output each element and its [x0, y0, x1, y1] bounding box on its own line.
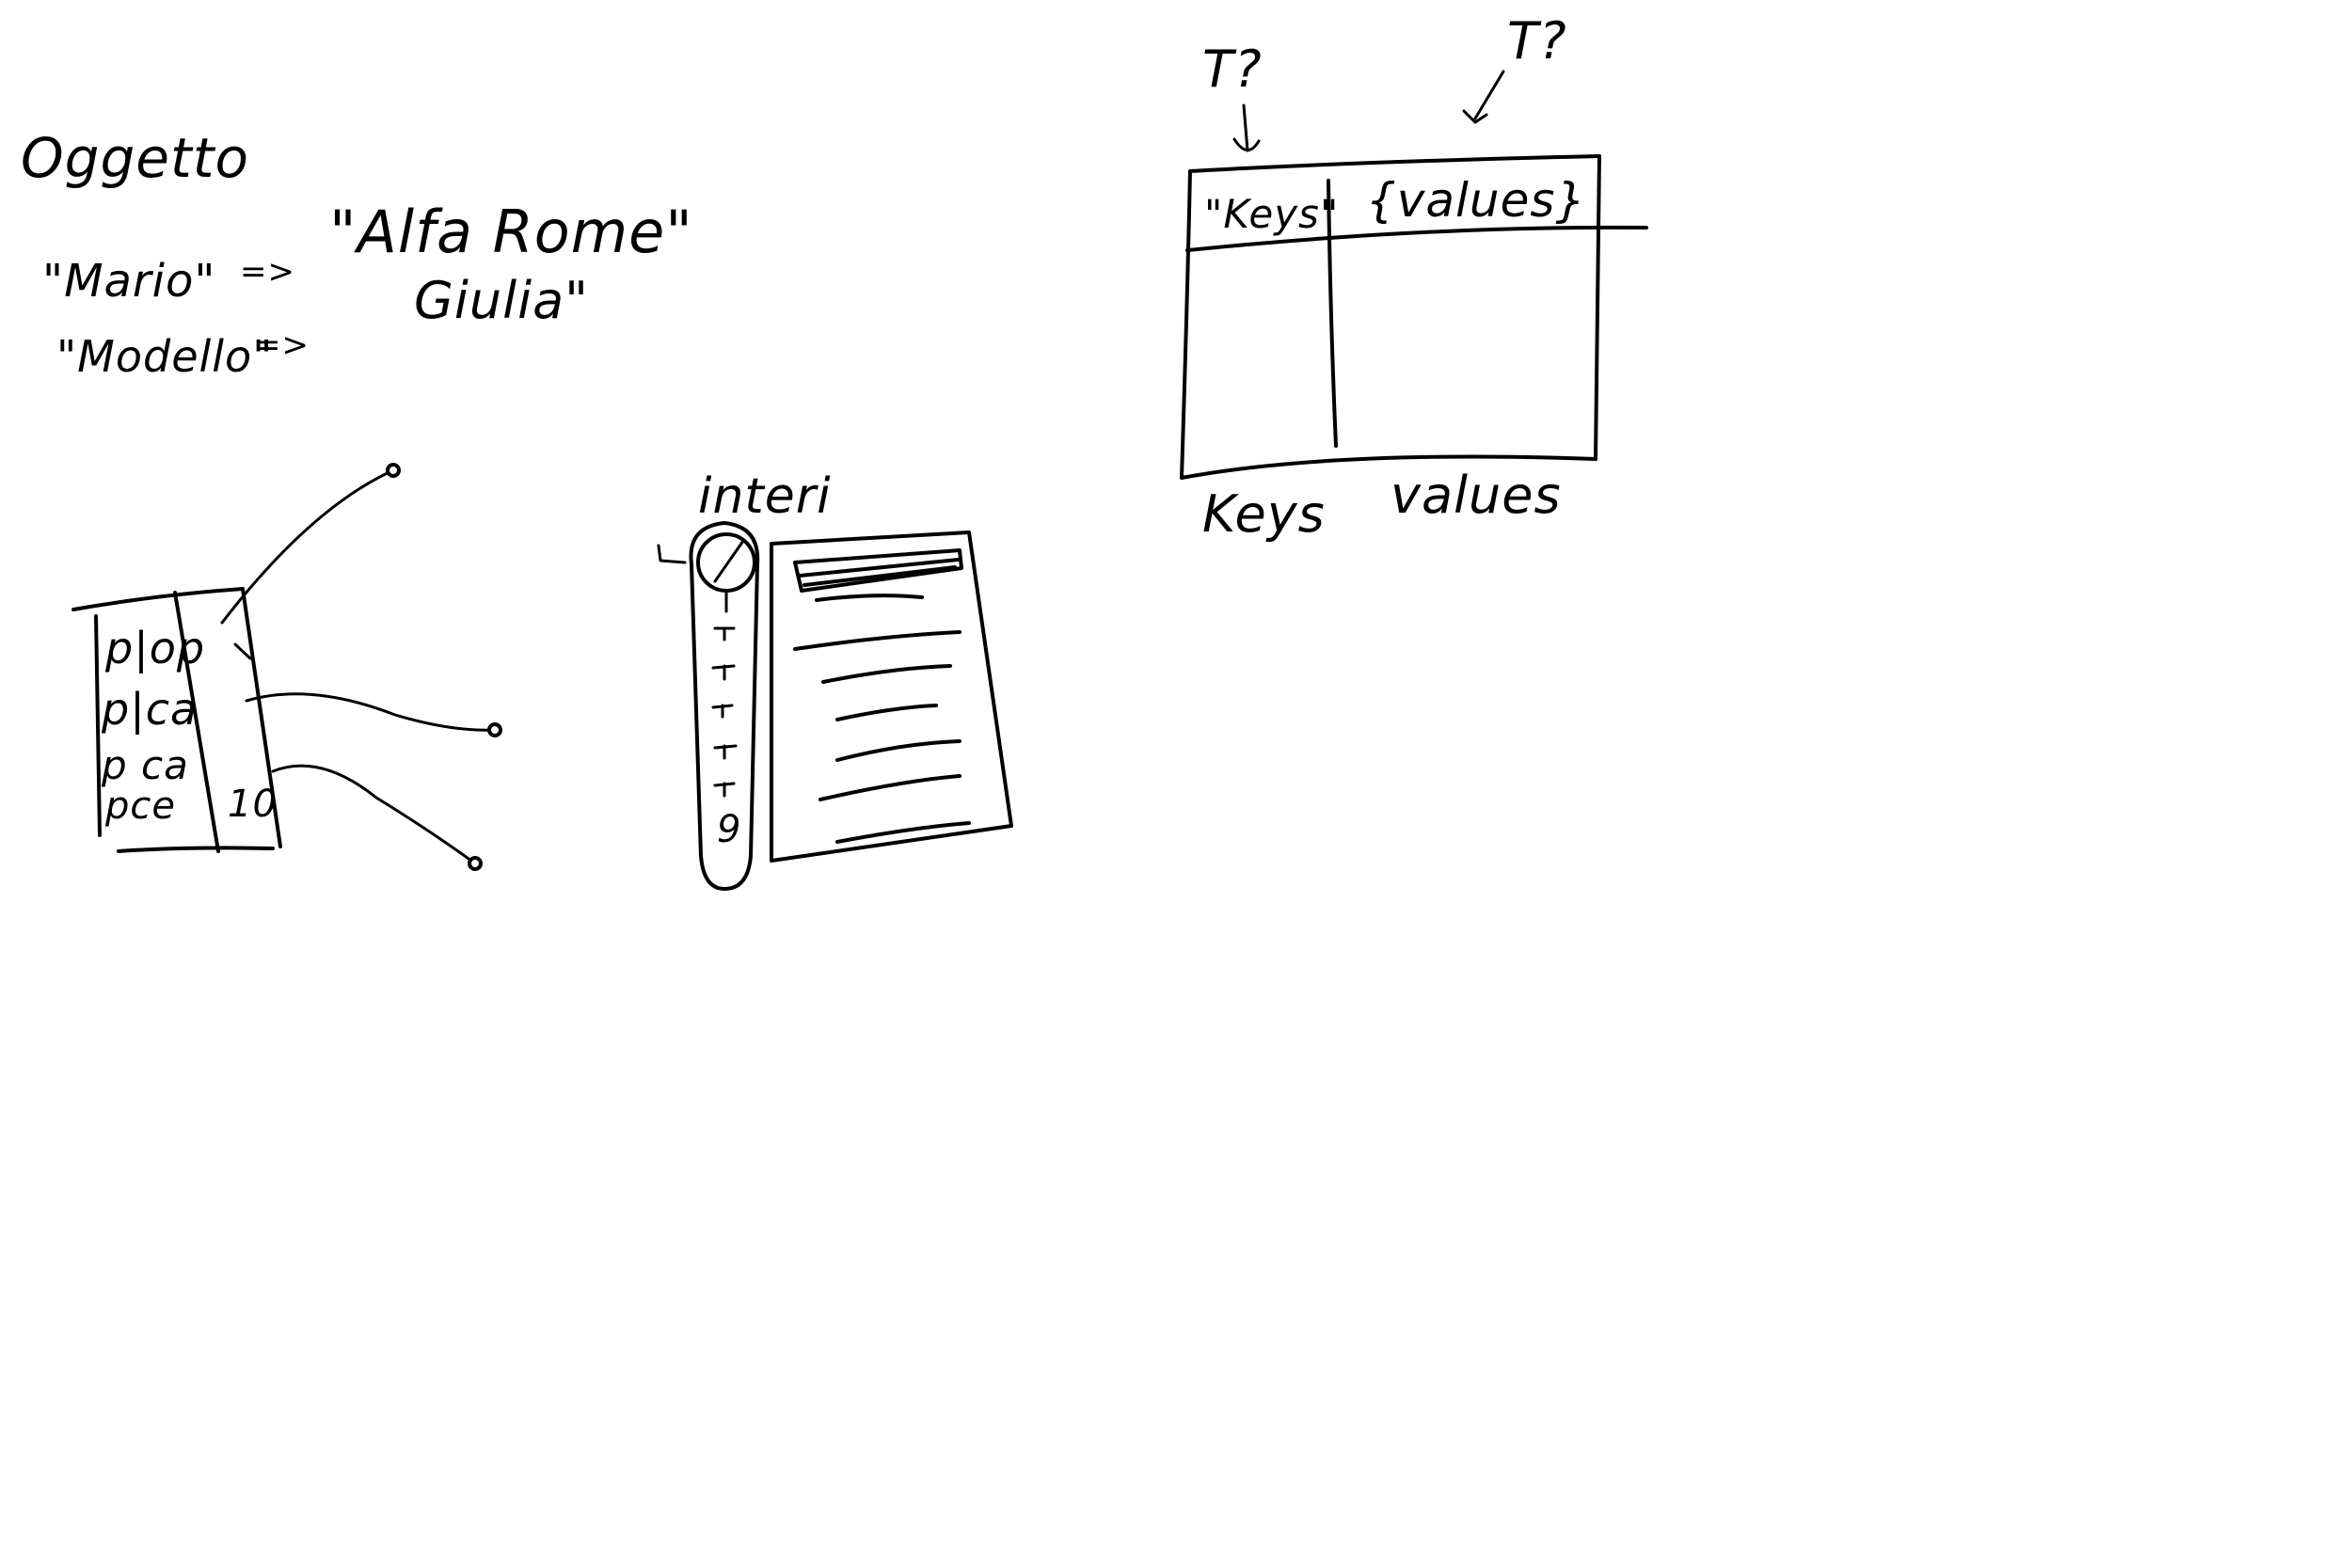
- vector-head-circle: [696, 532, 756, 593]
- table-column-divider: [1327, 179, 1338, 448]
- vector-index: 9: [717, 808, 741, 851]
- memory-right-edge: [241, 587, 282, 848]
- pointer-end-3: [468, 856, 483, 871]
- vector-tick-1: [713, 626, 736, 641]
- pointer-tick-1: [233, 642, 252, 660]
- vector-pointer-mark: [657, 544, 687, 564]
- table-header-divider: [1185, 225, 1648, 252]
- type-left-arrow: [1242, 103, 1249, 152]
- vector-document-line-7: [835, 821, 971, 844]
- type-left-arrowhead: [1232, 137, 1261, 151]
- memory-row-4: pce: [104, 784, 176, 828]
- memory-left-edge: [94, 614, 102, 837]
- vector-tick-5: [713, 782, 736, 798]
- vector-document-header: [793, 548, 963, 593]
- pointer-arrow-3: [271, 764, 477, 865]
- pair1-value-line2: Giulia": [414, 271, 589, 330]
- pair2-key: "Modello": [56, 331, 273, 382]
- vector-tick-2: [711, 664, 736, 681]
- memory-diagram: p|op p|ca p ca pce 10: [72, 463, 502, 871]
- memory-bottom-edge: [117, 846, 275, 853]
- table-diagram: T? T? "Keys" {values} Keys values: [1180, 11, 1648, 544]
- memory-row-2: p|ca: [101, 684, 198, 736]
- vector-document-header-fill: [798, 558, 960, 587]
- vector-document-line-5: [835, 739, 961, 762]
- memory-row-value: 10: [228, 783, 278, 826]
- table-top-edge: [1188, 154, 1601, 173]
- notes-title: Oggetto: [21, 126, 249, 190]
- vector-document-line-3: [821, 664, 952, 684]
- table-bottom-edge: [1180, 454, 1597, 480]
- memory-row-3: p ca: [101, 742, 189, 788]
- memory-row-1: p|op: [104, 623, 205, 674]
- table-bottom-value: values: [1391, 466, 1562, 525]
- pointer-arrow-1: [220, 468, 395, 625]
- vector-pill: [689, 521, 760, 891]
- pair1-key: "Mario": [42, 255, 215, 308]
- vector-document-line-1: [815, 594, 924, 602]
- vector-document-line-2: [793, 630, 961, 651]
- pointer-end-2: [487, 722, 502, 737]
- pointer-end-1: [386, 463, 401, 478]
- vector-diagram: interi 9: [657, 468, 1013, 891]
- pointer-arrow-2: [245, 692, 497, 732]
- memory-top-edge: [72, 587, 245, 611]
- table-header-key: "Keys": [1204, 191, 1339, 237]
- type-right-arrow: [1473, 70, 1505, 120]
- pair2-arrow: =>: [254, 326, 310, 364]
- vector-document-line-6: [818, 774, 961, 801]
- pair1-value-line1: "Alfa Rome": [329, 198, 693, 266]
- vector-document-line-4: [835, 704, 938, 721]
- vector-document: [770, 531, 1013, 863]
- pair1-arrow: =>: [240, 253, 295, 291]
- memory-divider: [173, 591, 220, 853]
- object-notes: Oggetto "Mario" => "Alfa Rome" Giulia" "…: [21, 126, 693, 382]
- table-header-value: {values}: [1366, 173, 1586, 228]
- vector-tick-4: [713, 744, 738, 760]
- table-left-edge: [1180, 169, 1192, 480]
- vector-label: interi: [698, 468, 832, 525]
- vector-tick-3: [711, 704, 734, 719]
- table-right-edge: [1594, 154, 1601, 461]
- type-left: T?: [1202, 40, 1263, 99]
- table-bottom-key: Keys: [1202, 484, 1326, 544]
- type-right: T?: [1507, 11, 1567, 71]
- type-right-arrowhead: [1462, 109, 1488, 124]
- vector-head-slash: [713, 539, 745, 583]
